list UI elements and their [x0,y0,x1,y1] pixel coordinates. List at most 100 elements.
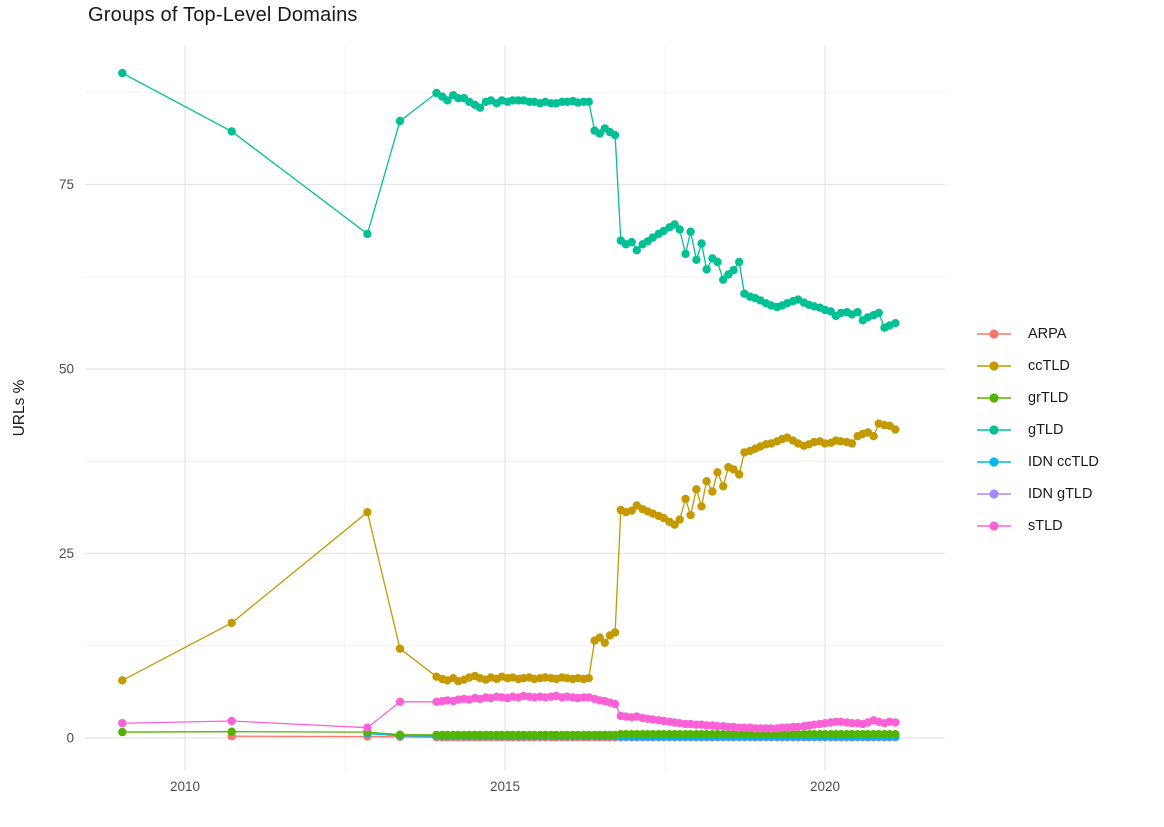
data-point [363,508,372,517]
legend-item-arpa: ARPA [976,318,1099,350]
data-point [595,633,604,642]
legend-key-icon [977,425,1011,435]
data-point [118,68,127,78]
series-gtld [118,68,900,332]
legend-key-icon [977,361,1011,371]
legend: ARPA ccTLD grTLD gTLD IDN ccTLD IDN gTLD sTLD [976,318,1099,542]
data-point [632,730,641,739]
y-axis-label: URLs % [11,379,28,436]
data-point [697,239,706,248]
data-point [118,727,127,737]
data-point [118,676,127,685]
y-tick-label: 0 [66,731,74,746]
data-point [541,730,550,740]
data-point [627,237,636,247]
data-point [702,265,711,274]
series-grtld [118,727,900,740]
data-point [475,730,485,740]
x-tick-label: 2010 [170,779,200,794]
data-point [885,730,894,739]
data-point [692,255,701,264]
data-point [118,719,127,728]
data-point [729,465,738,474]
data-point [836,730,846,739]
data-point [675,515,684,524]
data-point [530,730,539,740]
data-point [227,727,236,736]
data-point [552,730,561,740]
data-point [713,468,722,477]
data-point [853,308,862,317]
chart-title: Groups of Top-Level Domains [88,4,358,26]
data-point [610,699,620,709]
y-tick-label: 25 [59,546,74,561]
data-point [648,730,657,739]
data-point [686,730,695,739]
data-point [227,716,236,726]
data-point [227,618,236,628]
data-point [227,127,236,136]
data-point [847,439,857,448]
legend-item-idn-cctld: IDN ccTLD [976,446,1099,478]
data-point [697,502,706,511]
data-point [783,730,792,739]
legend-key-icon [977,489,1011,499]
data-point [395,644,405,653]
data-point [891,319,900,328]
data-point [713,257,722,267]
data-point [584,674,593,683]
data-point [632,246,641,255]
legend-key-icon [977,393,1011,403]
data-point [708,487,717,496]
legend-label: sTLD [1028,518,1063,534]
data-point [584,97,593,107]
data-point [686,510,695,520]
data-point [767,724,776,733]
data-point [686,227,695,236]
data-point [584,730,593,740]
data-point [809,730,819,739]
legend-key-icon [977,329,1011,339]
legend-label: grTLD [1028,390,1069,406]
legend-item-stld: sTLD [976,510,1099,542]
data-point [681,249,690,259]
y-tick-label: 50 [59,362,74,377]
data-point [600,638,609,647]
legend-item-gtld: gTLD [976,414,1099,446]
y-tick-label: 75 [59,177,74,192]
data-point [443,730,452,740]
data-point [497,730,506,740]
legend-label: gTLD [1028,422,1064,438]
data-point [820,730,830,739]
data-point [395,116,405,126]
legend-key-icon [977,521,1011,531]
series-line [121,72,896,329]
data-point [702,477,711,486]
data-point [692,485,701,494]
data-point [719,482,728,491]
data-point [670,520,679,529]
legend-label: ARPA [1028,326,1067,342]
data-point [670,220,679,229]
legend-label: IDN ccTLD [1028,454,1099,470]
data-point [675,730,684,739]
legend-item-cctld: ccTLD [976,350,1099,382]
legend-item-grtld: grTLD [976,382,1099,414]
data-point [432,730,441,740]
data-point [610,628,620,637]
series-line [121,422,896,682]
x-tick-label: 2015 [490,779,520,794]
data-point [595,129,604,138]
data-point [659,730,668,739]
data-point [719,275,728,284]
data-point [874,308,883,318]
data-point [486,730,496,740]
data-point [702,730,711,739]
data-point [363,723,372,732]
data-point [475,103,485,112]
data-point [891,730,900,739]
data-point [627,506,636,515]
data-point [363,229,372,239]
